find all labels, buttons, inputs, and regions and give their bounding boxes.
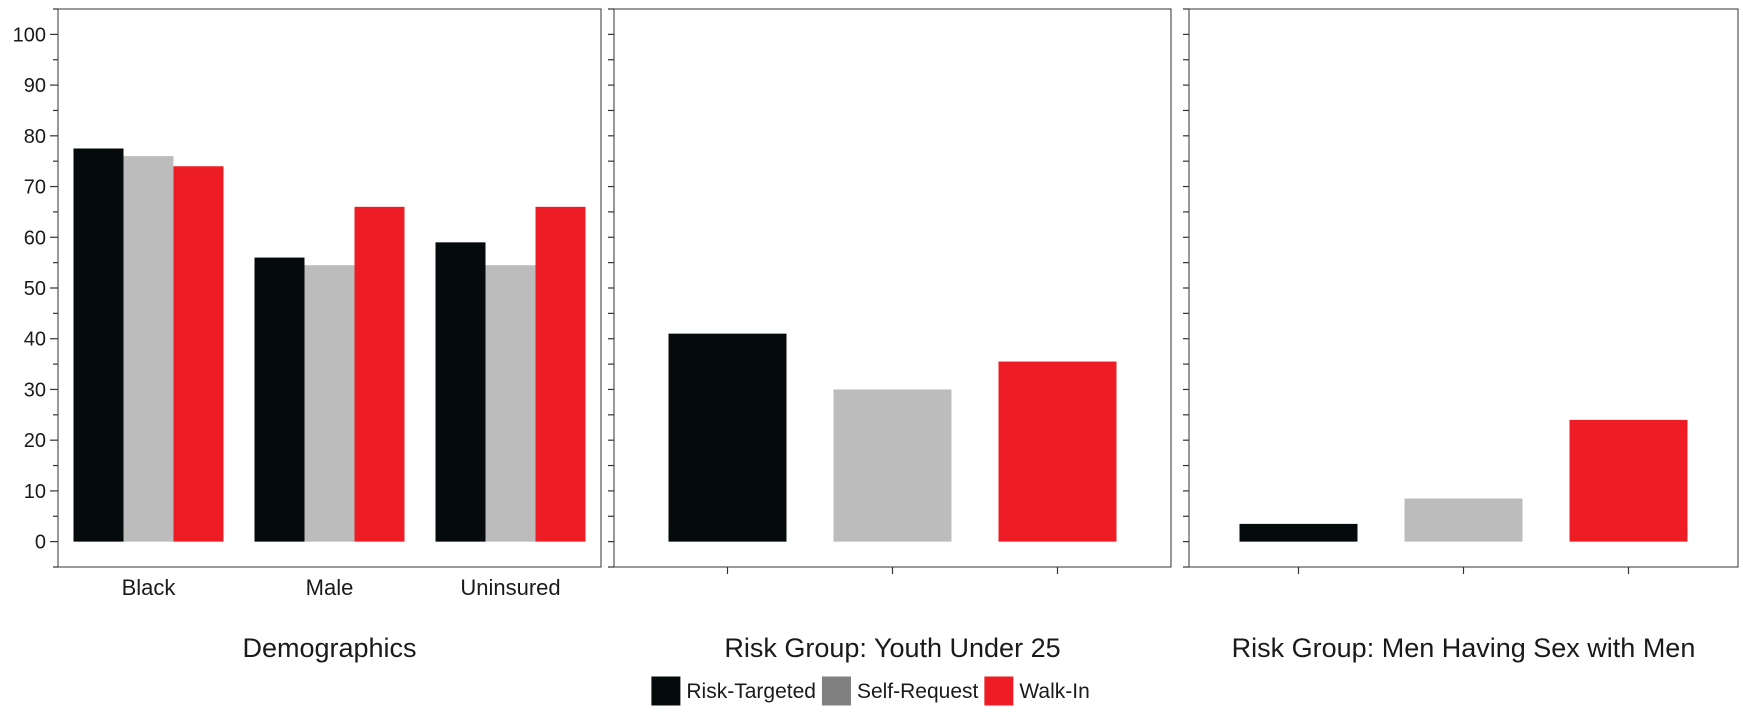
legend-item: Risk-Targeted: [651, 676, 816, 706]
y-tick-label: 90: [24, 75, 46, 97]
y-tick-label: 60: [24, 227, 46, 249]
bar: [1404, 498, 1523, 542]
y-tick-label: 0: [35, 532, 46, 554]
x-tick-label: Male: [306, 575, 354, 600]
y-tick-label: 30: [24, 379, 46, 401]
panel-title: Risk Group: Youth Under 25: [724, 633, 1060, 663]
legend-item: Walk-In: [984, 676, 1090, 706]
bar: [833, 389, 952, 542]
bar: [435, 242, 486, 542]
y-tick-label: 10: [24, 481, 46, 503]
bar: [254, 257, 305, 542]
y-axis: 0 10 20 30 40 50 60 70 80 90 100: [13, 24, 46, 553]
legend-swatch: [651, 676, 681, 706]
bar: [1569, 419, 1688, 542]
legend-swatch: [821, 676, 851, 706]
chart-panel: Risk Group: Men Having Sex with Men: [1183, 8, 1739, 663]
bar: [535, 206, 586, 542]
chart-panel: Black Male Uninsured Demographics: [50, 8, 602, 663]
bar: [304, 265, 355, 542]
chart-panels: Black Male Uninsured Demographics Risk Group…: [50, 8, 1739, 663]
x-tick-label: Uninsured: [460, 575, 560, 600]
y-tick-label: 40: [24, 329, 46, 351]
bar: [123, 156, 174, 542]
legend-swatch: [984, 676, 1014, 706]
chart-panel: Risk Group: Youth Under 25: [608, 8, 1172, 663]
bar: [485, 265, 536, 542]
bar: [1239, 523, 1358, 542]
y-tick-label: 50: [24, 278, 46, 300]
y-tick-label: 20: [24, 430, 46, 452]
bar: [668, 333, 787, 542]
legend: Risk-Targeted Self-Request Walk-In: [651, 676, 1090, 706]
panel-title: Demographics: [242, 633, 416, 663]
legend-label: Risk-Targeted: [686, 680, 816, 703]
legend-label: Self-Request: [857, 680, 979, 703]
legend-item: Self-Request: [821, 676, 979, 706]
bar: [998, 361, 1117, 542]
panel-title: Risk Group: Men Having Sex with Men: [1232, 633, 1696, 663]
y-tick-label: 100: [13, 24, 46, 46]
x-tick-label: Black: [122, 575, 177, 600]
bar: [173, 166, 224, 542]
y-tick-label: 70: [24, 177, 46, 199]
bar: [73, 148, 124, 542]
y-tick-label: 80: [24, 126, 46, 148]
legend-label: Walk-In: [1019, 680, 1089, 703]
bar: [354, 206, 405, 542]
